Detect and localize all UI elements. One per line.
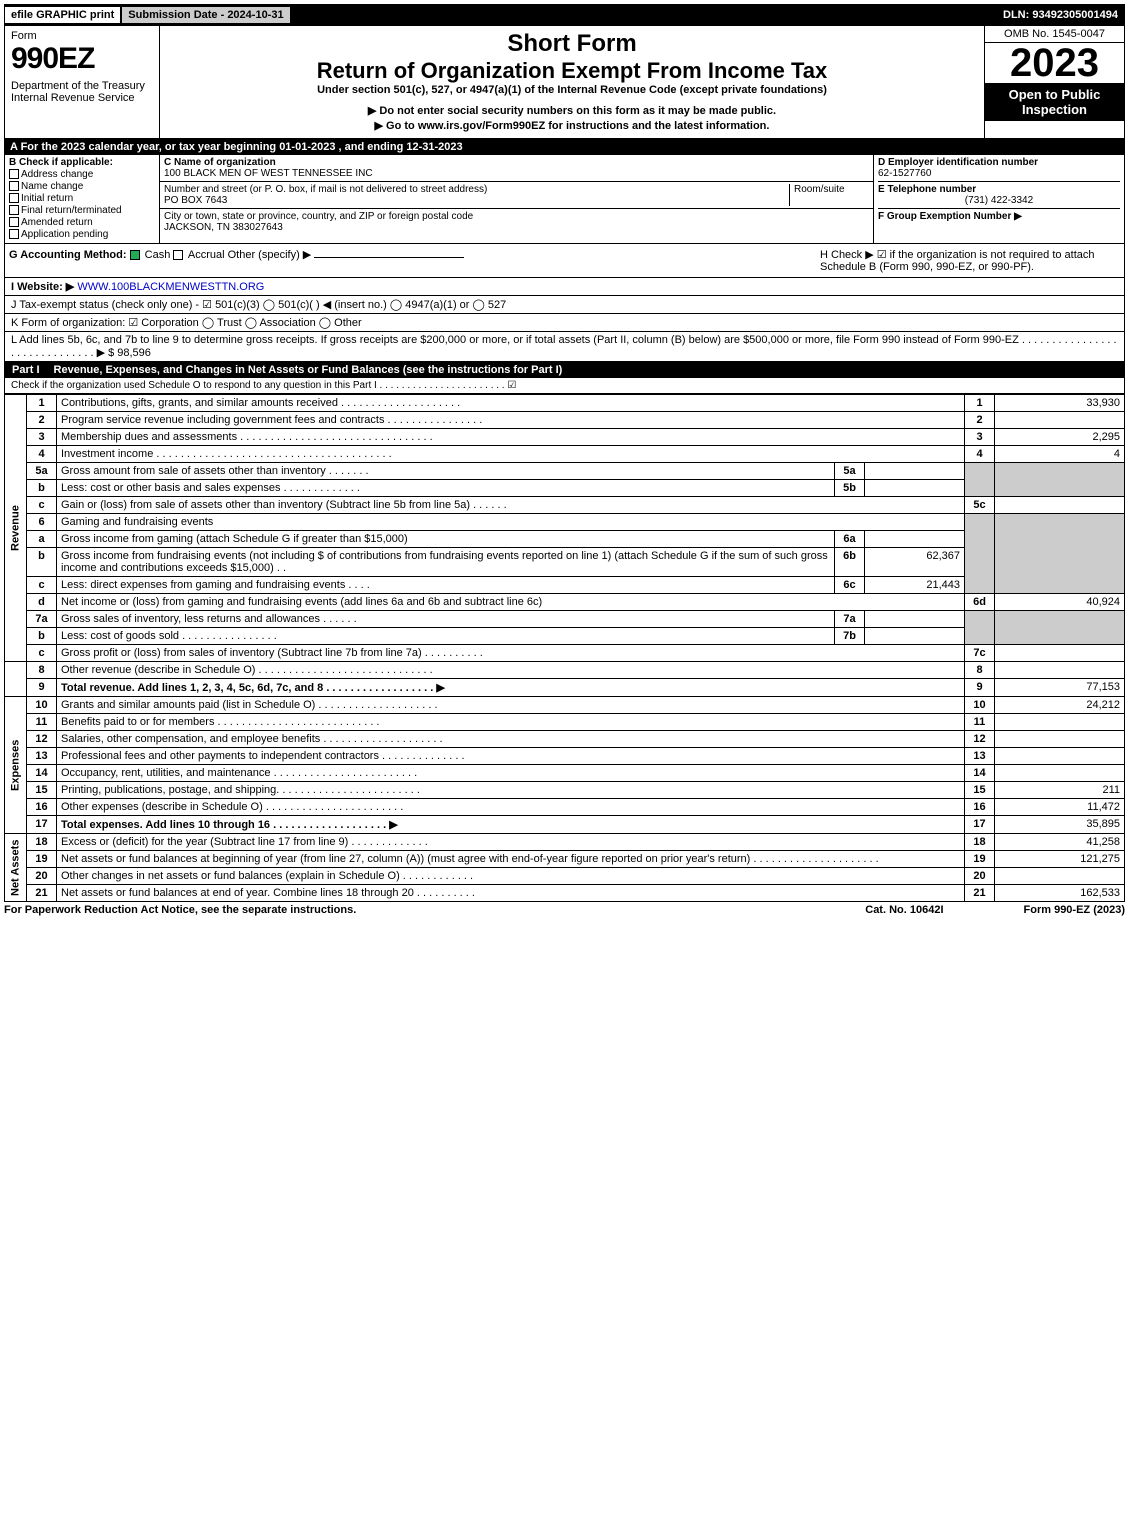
- part-1-subtitle: Check if the organization used Schedule …: [4, 378, 1125, 394]
- line-15-value: 211: [995, 782, 1125, 799]
- part-1-table: Revenue 1 Contributions, gifts, grants, …: [4, 394, 1125, 902]
- line-6d-value: 40,924: [995, 594, 1125, 611]
- section-j: J Tax-exempt status (check only one) - ☑…: [4, 296, 1125, 314]
- line-11-value: [995, 714, 1125, 731]
- section-l: L Add lines 5b, 6c, and 7b to line 9 to …: [4, 332, 1125, 362]
- top-bar: efile GRAPHIC print Submission Date - 20…: [4, 4, 1125, 26]
- checkbox-final-return[interactable]: [9, 205, 19, 215]
- checkbox-address-change[interactable]: [9, 169, 19, 179]
- return-title: Return of Organization Exempt From Incom…: [164, 58, 980, 84]
- section-g: G Accounting Method: Cash Accrual Other …: [9, 248, 820, 273]
- expenses-side-label: Expenses: [5, 697, 27, 834]
- line-5b-value: [865, 480, 965, 497]
- website-link[interactable]: WWW.100BLACKMENWESTTN.ORG: [77, 281, 264, 293]
- line-14-value: [995, 765, 1125, 782]
- line-9-value: 77,153: [995, 679, 1125, 697]
- line-4-value: 4: [995, 446, 1125, 463]
- line-7c-value: [995, 645, 1125, 662]
- submission-date: Submission Date - 2024-10-31: [122, 7, 289, 23]
- line-13-value: [995, 748, 1125, 765]
- group-exemption-label: F Group Exemption Number ▶: [878, 211, 1120, 222]
- ein-value: 62-1527760: [878, 168, 1120, 179]
- line-17-value: 35,895: [995, 816, 1125, 834]
- section-b-title: B Check if applicable:: [9, 157, 155, 168]
- room-suite-label: Room/suite: [789, 184, 869, 206]
- dept-treasury: Department of the Treasury: [11, 80, 153, 92]
- dln: DLN: 93492305001494: [997, 7, 1124, 23]
- paperwork-notice: For Paperwork Reduction Act Notice, see …: [4, 904, 785, 916]
- catalog-number: Cat. No. 10642I: [865, 904, 943, 916]
- city-value: JACKSON, TN 383027643: [164, 222, 869, 233]
- street-label: Number and street (or P. O. box, if mail…: [164, 184, 789, 195]
- checkbox-application-pending[interactable]: [9, 229, 19, 239]
- section-i: I Website: ▶ WWW.100BLACKMENWESTTN.ORG: [4, 278, 1125, 296]
- line-12-value: [995, 731, 1125, 748]
- irs-label: Internal Revenue Service: [11, 92, 153, 104]
- line-6b-value: 62,367: [865, 548, 965, 577]
- header-right: OMB No. 1545-0047 2023 Open to Public In…: [984, 26, 1124, 138]
- line-6c-value: 21,443: [865, 577, 965, 594]
- line-6a-value: [865, 531, 965, 548]
- form-number: 990EZ: [11, 42, 153, 76]
- line-8-value: [995, 662, 1125, 679]
- open-inspection: Open to Public Inspection: [985, 83, 1124, 121]
- header-left: Form 990EZ Department of the Treasury In…: [5, 26, 160, 138]
- line-19-value: 121,275: [995, 851, 1125, 868]
- form-header: Form 990EZ Department of the Treasury In…: [4, 26, 1125, 139]
- revenue-side-label: Revenue: [5, 395, 27, 662]
- ein-label: D Employer identification number: [878, 157, 1120, 168]
- checkbox-name-change[interactable]: [9, 181, 19, 191]
- under-section: Under section 501(c), 527, or 4947(a)(1)…: [164, 84, 980, 96]
- checkbox-accrual[interactable]: [173, 250, 183, 260]
- checkbox-initial-return[interactable]: [9, 193, 19, 203]
- org-name-label: C Name of organization: [164, 157, 869, 168]
- part-1-header: Part I Revenue, Expenses, and Changes in…: [4, 362, 1125, 378]
- line-10-value: 24,212: [995, 697, 1125, 714]
- section-h: H Check ▶ ☑ if the organization is not r…: [820, 248, 1120, 273]
- line-3-value: 2,295: [995, 429, 1125, 446]
- sections-g-h: G Accounting Method: Cash Accrual Other …: [4, 244, 1125, 278]
- line-7a-value: [865, 611, 965, 628]
- checkbox-amended-return[interactable]: [9, 217, 19, 227]
- line-2-value: [995, 412, 1125, 429]
- line-5c-value: [995, 497, 1125, 514]
- sections-d-e-f: D Employer identification number 62-1527…: [874, 155, 1124, 243]
- line-21-value: 162,533: [995, 885, 1125, 902]
- form-reference: Form 990-EZ (2023): [1024, 904, 1125, 916]
- section-c: C Name of organization 100 BLACK MEN OF …: [160, 155, 874, 243]
- city-label: City or town, state or province, country…: [164, 211, 869, 222]
- section-a: A For the 2023 calendar year, or tax yea…: [4, 139, 1125, 155]
- street-value: PO BOX 7643: [164, 195, 789, 206]
- efile-label: efile GRAPHIC print: [5, 7, 120, 23]
- goto-link[interactable]: ▶ Go to www.irs.gov/Form990EZ for instru…: [164, 119, 980, 132]
- sections-b-through-f: B Check if applicable: Address change Na…: [4, 155, 1125, 244]
- no-ssn-note: ▶ Do not enter social security numbers o…: [164, 104, 980, 117]
- part-1-label: Part I: [4, 362, 48, 378]
- line-1-value: 33,930: [995, 395, 1125, 412]
- section-b: B Check if applicable: Address change Na…: [5, 155, 160, 243]
- page-footer: For Paperwork Reduction Act Notice, see …: [4, 902, 1125, 918]
- telephone-label: E Telephone number: [878, 184, 1120, 195]
- header-center: Short Form Return of Organization Exempt…: [160, 26, 984, 138]
- tax-year: 2023: [985, 43, 1124, 83]
- line-5a-value: [865, 463, 965, 480]
- section-k: K Form of organization: ☑ Corporation ◯ …: [4, 314, 1125, 332]
- short-form-title: Short Form: [164, 30, 980, 58]
- part-1-title: Revenue, Expenses, and Changes in Net As…: [48, 362, 1125, 378]
- telephone-value: (731) 422-3342: [878, 195, 1120, 206]
- checkbox-cash[interactable]: [130, 250, 140, 260]
- line-16-value: 11,472: [995, 799, 1125, 816]
- line-7b-value: [865, 628, 965, 645]
- form-label: Form: [11, 30, 153, 42]
- org-name: 100 BLACK MEN OF WEST TENNESSEE INC: [164, 168, 869, 179]
- net-assets-side-label: Net Assets: [5, 834, 27, 902]
- line-18-value: 41,258: [995, 834, 1125, 851]
- line-20-value: [995, 868, 1125, 885]
